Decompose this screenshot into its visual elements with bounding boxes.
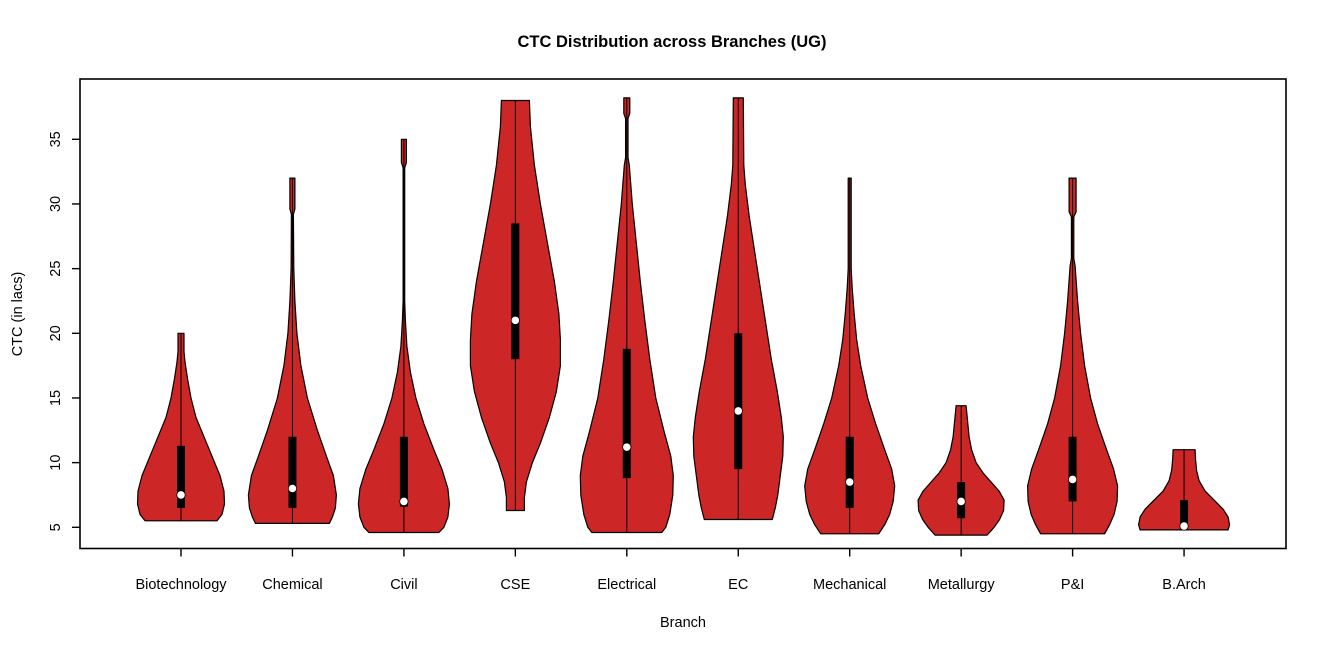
y-tick-label: 10 (48, 455, 64, 471)
y-axis-ticks: 5 10 15 20 25 30 35 (48, 131, 80, 531)
x-tick-label-electrical: Electrical (597, 577, 656, 593)
violin-box-ec (734, 333, 743, 470)
chart-title: CTC Distribution across Branches (UG) (518, 33, 827, 51)
violin-electrical (579, 97, 674, 534)
violin-box-electrical (622, 348, 631, 479)
violin-box-biotechnology (177, 445, 185, 508)
violin-ec (692, 97, 784, 521)
x-tick-label-mechanical: Mechanical (813, 577, 886, 593)
violin-chemical (247, 177, 337, 524)
violin-metallurgy (917, 405, 1005, 536)
x-axis-label: Branch (660, 615, 706, 631)
x-tick-label-p-i: P&I (1061, 577, 1084, 593)
violin-median-dot-cse (510, 315, 520, 325)
violin-median-dot-b-arch (1179, 521, 1189, 531)
x-tick-label-ec: EC (728, 577, 748, 593)
y-tick-label: 35 (48, 131, 64, 147)
x-tick-label-chemical: Chemical (262, 577, 322, 593)
violin-biotechnology (136, 332, 226, 522)
violin-median-dot-biotechnology (176, 490, 186, 500)
violin-cse (469, 99, 561, 512)
x-tick-label-cse: CSE (500, 577, 530, 593)
y-tick-label: 15 (48, 390, 64, 406)
violin-box-b-arch (1180, 500, 1189, 525)
y-tick-label: 30 (48, 196, 64, 212)
violin-median-dot-p-i (1068, 474, 1078, 485)
y-tick-label: 5 (48, 523, 64, 531)
x-tick-label-civil: Civil (390, 577, 417, 593)
x-axis-ticks: Biotechnology Chemical Civil CSE Electrical E… (135, 548, 1206, 593)
x-tick-label-metallurgy: Metallurgy (928, 577, 996, 593)
violin-b-arch (1138, 449, 1231, 531)
violin-box-mechanical (845, 436, 854, 508)
violin-median-dot-ec (733, 406, 743, 416)
violin-civil (357, 138, 450, 534)
violin-median-dot-civil (399, 496, 409, 507)
violin-mechanical (804, 177, 896, 535)
y-tick-label: 25 (48, 261, 64, 277)
plot-border (79, 78, 1287, 550)
x-tick-label-b-arch: B.Arch (1162, 577, 1206, 593)
violin-box-cse (511, 223, 520, 360)
violin-p-i (1027, 177, 1119, 535)
violin-median-dot-electrical (622, 442, 632, 452)
violin-median-dot-metallurgy (956, 496, 966, 507)
violin-median-dot-chemical (287, 483, 298, 494)
violin-box-p-i (1068, 436, 1077, 502)
y-axis-label: CTC (in lacs) (10, 272, 26, 357)
violin-box-chemical (288, 436, 297, 508)
violin-box-civil (399, 436, 408, 507)
y-tick-label: 20 (48, 325, 64, 341)
x-tick-label-biotechnology: Biotechnology (135, 577, 227, 593)
violin-median-dot-mechanical (845, 477, 855, 487)
violins-group (136, 97, 1231, 536)
